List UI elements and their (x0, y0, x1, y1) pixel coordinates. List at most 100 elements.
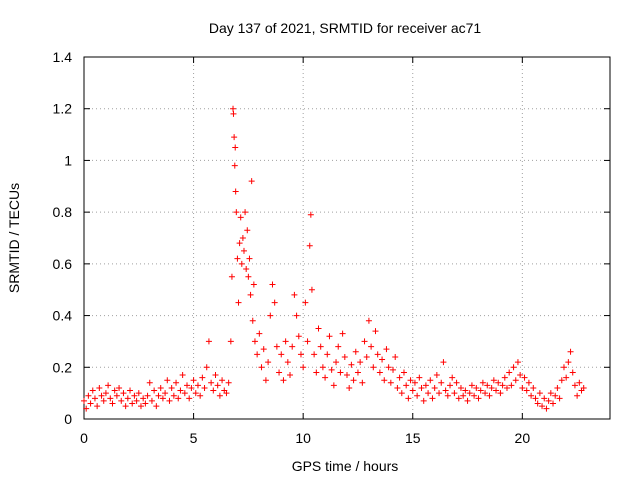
data-point (409, 387, 416, 394)
data-point (137, 403, 144, 410)
data-point (265, 359, 272, 366)
data-point (451, 390, 458, 397)
data-point (177, 387, 184, 394)
data-point (228, 273, 235, 280)
data-point (258, 364, 265, 371)
data-point (276, 369, 283, 376)
data-point (203, 364, 210, 371)
data-point (246, 255, 253, 262)
data-point (120, 390, 127, 397)
data-point (486, 392, 493, 399)
data-point (231, 162, 238, 169)
data-point (214, 382, 221, 389)
data-point (484, 382, 491, 389)
data-point (249, 317, 256, 324)
data-point (449, 374, 456, 381)
x-tick-label: 0 (80, 430, 88, 446)
data-point (111, 387, 118, 394)
data-point (142, 400, 149, 407)
data-point (475, 395, 482, 402)
data-point (438, 379, 445, 386)
data-point (273, 343, 280, 350)
x-tick-label: 15 (405, 430, 421, 446)
data-point (293, 312, 300, 319)
data-point (315, 325, 322, 332)
data-point (304, 338, 311, 345)
data-point (322, 374, 329, 381)
data-point (155, 392, 162, 399)
data-point (525, 379, 532, 386)
data-point (282, 338, 289, 345)
data-point (447, 382, 454, 389)
chart-title: Day 137 of 2021, SRMTID for receiver ac7… (209, 20, 482, 36)
data-point (284, 359, 291, 366)
data-point (468, 382, 475, 389)
y-axis-label: SRMTID / TECUs (6, 183, 22, 293)
data-point (407, 377, 414, 384)
data-point (528, 392, 535, 399)
y-tick-label: 0 (64, 411, 72, 427)
data-point (216, 392, 223, 399)
data-point (164, 377, 171, 384)
data-point (168, 384, 175, 391)
data-point (205, 338, 212, 345)
data-point (306, 242, 313, 249)
data-point (523, 387, 530, 394)
data-point (462, 387, 469, 394)
data-point (234, 255, 241, 262)
data-point (363, 353, 370, 360)
data-point (337, 369, 344, 376)
data-point (493, 387, 500, 394)
data-point (85, 392, 92, 399)
x-axis-label: GPS time / hours (292, 458, 399, 474)
data-point (256, 330, 263, 337)
data-point (188, 384, 195, 391)
data-point (558, 377, 565, 384)
data-point (431, 384, 438, 391)
data-point (100, 397, 107, 404)
data-point (429, 395, 436, 402)
data-point (278, 351, 285, 358)
data-point (508, 382, 515, 389)
data-point (543, 405, 550, 412)
data-point (442, 387, 449, 394)
data-point (539, 403, 546, 410)
data-point (311, 351, 318, 358)
grid (84, 57, 610, 419)
data-point (184, 382, 191, 389)
data-point (324, 351, 331, 358)
data-point (521, 374, 528, 381)
data-point (238, 260, 245, 267)
data-points (81, 105, 587, 412)
data-point (94, 403, 101, 410)
data-point (179, 372, 186, 379)
data-point (243, 266, 250, 273)
data-point (503, 384, 510, 391)
data-point (300, 364, 307, 371)
data-point (569, 369, 576, 376)
data-point (162, 390, 169, 397)
data-point (146, 379, 153, 386)
data-point (313, 369, 320, 376)
data-point (471, 392, 478, 399)
data-point (302, 299, 309, 306)
data-point (499, 382, 506, 389)
data-point (433, 372, 440, 379)
data-point (131, 392, 138, 399)
data-point (289, 343, 296, 350)
data-point (230, 110, 237, 117)
data-point (420, 397, 427, 404)
y-tick-label: 0.8 (53, 204, 73, 220)
data-point (501, 374, 508, 381)
data-point (457, 384, 464, 391)
data-point (233, 209, 240, 216)
data-point (563, 374, 570, 381)
y-tick-label: 0.2 (53, 359, 73, 375)
data-point (506, 369, 513, 376)
data-point (129, 400, 136, 407)
data-point (326, 333, 333, 340)
data-point (186, 395, 193, 402)
x-tick-label: 20 (515, 430, 531, 446)
data-point (374, 351, 381, 358)
data-point (477, 387, 484, 394)
